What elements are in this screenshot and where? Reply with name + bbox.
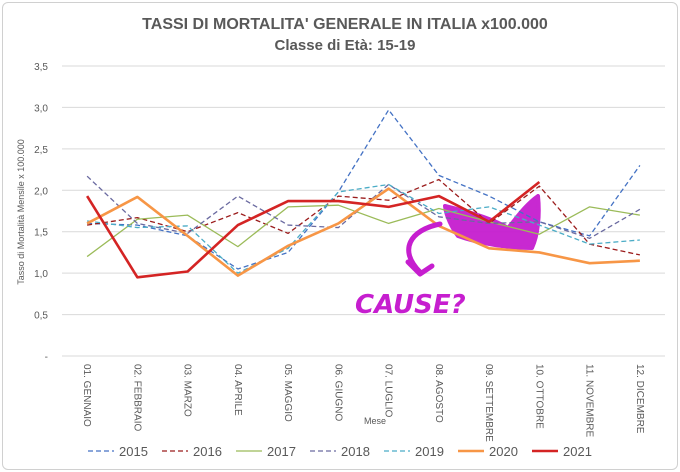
series-lines [86,109,641,279]
x-tick-label: 08. AGOSTO [433,364,444,423]
x-tick-label: 09. SETTEMBRE [483,364,494,442]
x-tick-label: 05. MAGGIO [282,364,293,422]
x-tick-label: 02. FEBBRAIO [131,364,142,431]
x-tick-label: 03. MARZO [182,364,193,417]
annotation-arrowhead [405,259,435,277]
x-tick-label: 06. GIUGNO [332,364,343,421]
y-axis-ticks: - 0,5 1,0 1,5 2,0 2,5 3,0 3,5 [34,62,48,363]
legend-label-2016: 2016 [193,444,222,459]
x-tick-label: 04. APRILE [232,364,243,416]
series-line-2017 [86,204,640,258]
x-axis-label: Mese [364,416,386,426]
x-tick-label: 11. NOVEMBRE [584,364,595,437]
y-tick-label: 0,5 [34,311,48,322]
legend-label-2020: 2020 [489,444,518,459]
chart-title: TASSI DI MORTALITA' GENERALE IN ITALIA x… [142,16,548,33]
y-tick-label: - [45,352,48,363]
series-line-2016 [87,178,641,256]
legend-label-2021: 2021 [563,444,592,459]
legend-label-2017: 2017 [267,444,296,459]
series-line-2019 [87,183,640,274]
legend-label-2015: 2015 [119,444,148,459]
y-tick-label: 3,5 [34,62,48,73]
legend-label-2018: 2018 [341,444,370,459]
y-tick-label: 1,0 [34,269,48,280]
annotation-text: CAUSE? [355,290,466,320]
series-line-2020 [86,187,640,277]
series-line-2021 [86,180,541,279]
chart-subtitle: Classe di Età: 15-19 [275,37,416,54]
annotation: CAUSE? [355,221,466,320]
y-tick-label: 2,0 [34,186,48,197]
y-axis-label: Tasso di Mortalità Mensile x 100.000 [16,139,26,285]
x-tick-label: 12. DICEMBRE [634,364,645,434]
series-line-2015 [87,109,641,270]
x-tick-label: 10. OTTOBRE [533,364,544,429]
gridlines [62,65,665,357]
legend: 2015 2016 2017 2018 2019 2020 2021 [88,444,592,459]
x-axis-ticks: 01. GENNAIO 02. FEBBRAIO 03. MARZO 04. APRI… [81,364,645,442]
x-tick-label: 01. GENNAIO [81,364,92,427]
y-tick-label: 3,0 [34,103,48,114]
y-tick-label: 1,5 [34,228,48,239]
y-tick-label: 2,5 [34,145,48,156]
x-tick-label: 07. LUGLIO [383,364,394,418]
legend-label-2019: 2019 [415,444,444,459]
